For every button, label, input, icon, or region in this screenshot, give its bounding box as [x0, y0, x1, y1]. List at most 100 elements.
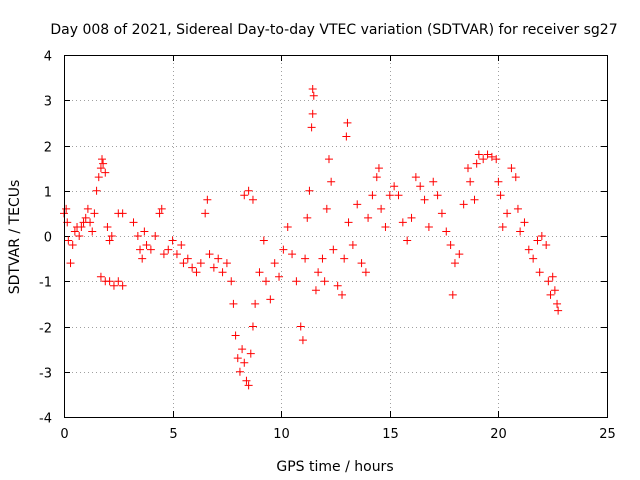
data-point — [235, 367, 244, 376]
data-point — [99, 159, 108, 168]
data-point — [244, 186, 253, 195]
x-axis-label: GPS time / hours — [276, 459, 393, 475]
data-point — [140, 227, 149, 236]
data-point — [246, 349, 255, 358]
y-tick-label: -2 — [39, 322, 52, 337]
data-point — [75, 232, 84, 240]
data-point — [377, 204, 386, 213]
data-point — [136, 245, 145, 254]
data-point — [303, 213, 312, 222]
data-point — [463, 164, 472, 173]
data-point — [214, 254, 223, 263]
data-point — [209, 263, 218, 272]
data-point — [255, 268, 264, 277]
data-point — [448, 290, 457, 299]
x-tick-label: 15 — [382, 427, 399, 442]
data-point — [524, 245, 533, 254]
data-point — [529, 254, 538, 263]
data-point — [318, 254, 327, 263]
data-point — [344, 218, 353, 227]
data-point — [188, 263, 197, 272]
data-point — [151, 232, 160, 240]
data-point — [411, 173, 420, 182]
data-point — [343, 118, 352, 127]
y-tick-label: 3 — [44, 95, 52, 110]
data-point — [314, 268, 323, 277]
data-point — [251, 299, 260, 308]
data-point — [496, 191, 505, 200]
data-point — [374, 164, 383, 173]
data-point — [372, 173, 381, 182]
data-point — [472, 159, 481, 168]
data-point — [101, 168, 110, 177]
data-point — [94, 173, 103, 182]
data-point — [183, 254, 192, 263]
data-point — [229, 299, 238, 308]
data-point — [507, 164, 516, 173]
data-point — [394, 191, 403, 200]
data-point — [159, 250, 168, 259]
data-point — [142, 241, 151, 250]
data-point — [340, 254, 349, 263]
data-point — [86, 218, 95, 227]
data-point — [88, 227, 97, 236]
data-point — [424, 222, 433, 231]
y-tick-label: -1 — [39, 276, 52, 291]
data-point — [248, 322, 257, 331]
data-point — [270, 259, 279, 268]
data-point — [107, 232, 116, 240]
data-point — [105, 277, 114, 286]
data-point — [192, 268, 201, 277]
data-point — [292, 277, 301, 286]
data-point — [205, 250, 214, 259]
data-point — [305, 186, 314, 195]
data-point — [203, 195, 212, 204]
data-point — [554, 306, 563, 315]
grid-lines — [64, 55, 607, 417]
data-point — [533, 236, 542, 245]
data-point — [364, 213, 373, 222]
data-point — [483, 150, 492, 159]
data-points — [60, 84, 563, 390]
data-point — [231, 331, 240, 340]
data-point — [455, 250, 464, 259]
data-point — [320, 277, 329, 286]
data-point — [511, 173, 520, 182]
data-point — [164, 245, 173, 254]
data-point — [479, 155, 488, 164]
data-point — [92, 186, 101, 195]
x-tick-label: 25 — [599, 427, 616, 442]
data-point — [333, 281, 342, 290]
data-point — [342, 132, 351, 141]
data-point — [77, 222, 86, 231]
data-point — [129, 218, 138, 227]
data-point — [301, 254, 310, 263]
data-point — [385, 191, 394, 200]
data-point — [537, 232, 546, 240]
data-point — [248, 195, 257, 204]
data-point — [283, 222, 292, 231]
data-point — [544, 277, 553, 286]
data-point — [103, 222, 112, 231]
data-point — [227, 277, 236, 286]
data-point — [470, 195, 479, 204]
y-tick-label: 0 — [44, 231, 52, 246]
data-point — [146, 245, 155, 254]
data-point — [70, 227, 79, 236]
data-point — [550, 286, 559, 295]
data-point — [311, 286, 320, 295]
data-point — [196, 259, 205, 268]
data-point — [64, 236, 73, 245]
data-point — [68, 241, 77, 250]
data-point — [433, 191, 442, 200]
data-point — [553, 299, 562, 308]
data-point — [83, 204, 92, 213]
data-point — [266, 295, 275, 304]
data-point — [279, 245, 288, 254]
data-point — [407, 213, 416, 222]
data-point — [437, 209, 446, 218]
data-point — [114, 277, 123, 286]
x-tick-label: 5 — [169, 427, 177, 442]
y-tick-label: -4 — [39, 412, 52, 427]
